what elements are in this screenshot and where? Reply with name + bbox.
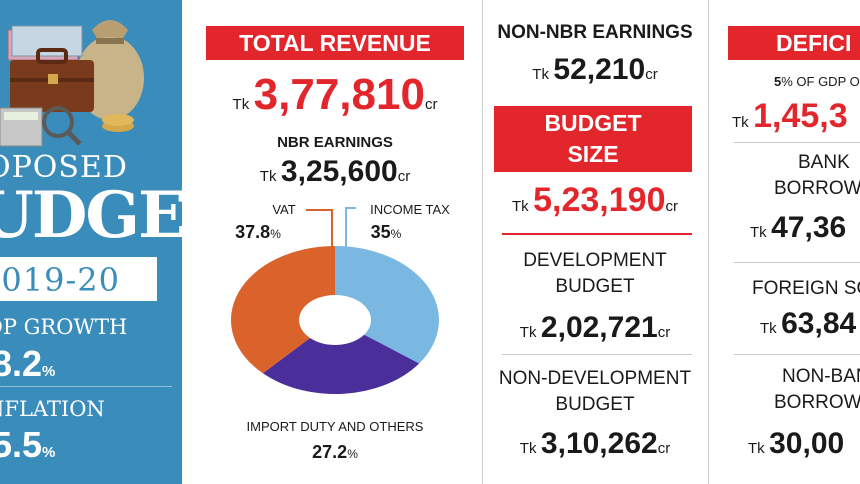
nbr-earnings-value: Tk 3,25,600cr [259,155,411,188]
right-divider [734,262,860,263]
development-budget-value: Tk 2,02,721cr [519,311,671,344]
total-revenue-banner: TOTAL REVENUE [206,26,464,60]
gdp-growth-value: 8.2% [0,343,56,384]
column-separator [482,0,483,484]
non-nbr-earnings-label: NON-NBR EARNINGS [497,22,693,43]
briefcase-icon [10,60,94,112]
nbr-earnings-label: NBR EARNINGS [277,134,393,151]
income-tax-label: INCOME TAX [370,202,450,217]
foreign-sources-value: Tk 63,84 [760,307,857,340]
development-budget-label: DEVELOPMENT BUDGET [523,250,667,297]
import-duty-value: 27.2% [312,442,358,462]
income-tax-value: 35% [371,222,402,242]
gdp-growth-label: DP GROWTH [0,315,128,339]
revenue-donut-chart: VAT 37.8% INCOME TAX 35% IMPORT DUTY AND… [230,202,450,462]
magnifier-icon [42,106,74,138]
fiscal-year: 2019-20 [0,261,120,299]
total-revenue-value: Tk 3,77,810cr [232,70,438,119]
year-box: 2019-20 [0,257,157,301]
foreign-sources-label: FOREIGN SOU [752,278,860,299]
vat-callout-line [306,209,333,252]
budget-heading: UDGET [0,178,182,253]
inflation-value: 5.5% [0,424,56,465]
right-divider [734,354,860,355]
import-duty-slice [262,334,420,394]
right-divider [734,142,860,143]
import-duty-label: IMPORT DUTY AND OTHERS [247,419,424,434]
budget-illustration [0,20,144,147]
middle-divider [502,354,692,355]
proposed-heading: OPOSED [0,150,128,185]
deficit-gdp-note: 5% OF GDP O [774,74,860,89]
vat-value: 37.8% [235,222,281,242]
bank-borrowing-label: BANK BORROWIN [774,152,860,199]
left-divider [0,386,172,387]
non-development-budget-label: NON-DEVELOPMENT BUDGET [498,368,692,415]
column-separator [708,0,709,484]
budget-size-value: Tk 5,23,190cr [512,181,678,219]
non-development-budget-value: Tk 3,10,262cr [519,427,671,460]
vat-label: VAT [272,202,295,217]
non-nbr-earnings-value: Tk 52,210cr [532,53,658,86]
non-bank-borrowing-value: Tk 30,00 [748,427,845,460]
budget-size-banner: BUDGET SIZE [494,106,692,172]
deficit-banner: DEFICI [728,26,860,60]
left-panel: OPOSED UDGET 2019-20 DP GROWTH 8.2% NFLA… [0,0,182,484]
income-tax-slice [335,246,439,364]
budget-size-underline [502,233,692,235]
vat-slice [230,246,335,374]
bank-borrowing-value: Tk 47,36 [750,211,847,244]
non-bank-borrowing-label: NON-BAN BORROWIN [774,366,860,413]
income-tax-callout-line [345,207,356,252]
deficit-value: Tk 1,45,3 [732,97,848,135]
inflation-label: NFLATION [0,397,105,421]
